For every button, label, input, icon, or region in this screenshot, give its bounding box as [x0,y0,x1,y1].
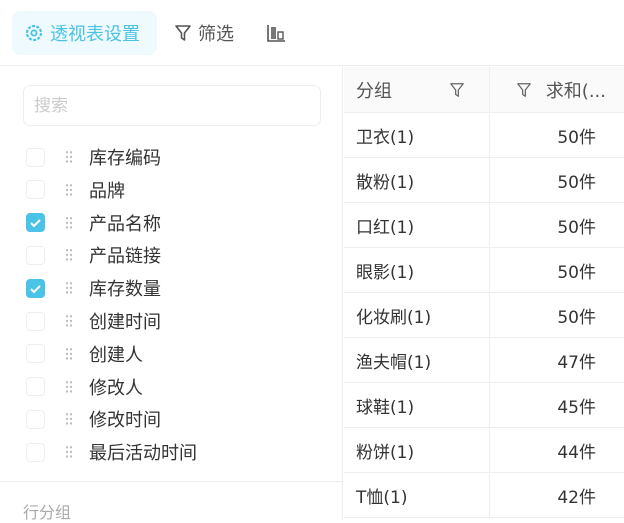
sum-cell: 44件 [557,442,596,463]
filter-icon[interactable] [449,82,465,98]
pivot-settings-tab[interactable]: 透视表设置 [12,11,157,55]
table-row[interactable]: 散粉(1) 50件 [344,158,624,203]
field-label: 库存编码 [89,148,161,169]
sum-cell: 50件 [557,307,596,328]
field-label: 库存数量 [89,279,161,301]
field-item[interactable]: 产品名称 [26,209,161,237]
pivot-table: 分组 求和(... 卫衣(1) 50件 散粉(1) 50件 口红(1) 50件 眼影(1) 5… [344,67,624,518]
group-cell: 眼影(1) [344,248,490,292]
header-sum-label: 求和(... [545,80,606,102]
row-group-label: 行分组 [23,503,72,522]
gear-icon [25,24,43,42]
checkbox[interactable] [26,213,45,233]
field-label: 产品链接 [89,246,161,268]
field-item[interactable]: 修改时间 [26,405,161,433]
check-icon [30,284,41,294]
drag-handle-icon[interactable] [65,412,73,427]
toolbar: 透视表设置 筛选 [0,0,624,66]
drag-handle-icon[interactable] [65,248,73,263]
field-item[interactable]: 创建人 [26,340,143,368]
field-item[interactable]: 修改人 [26,373,143,401]
filter-button[interactable]: 筛选 [174,11,234,55]
field-item[interactable]: 库存编码 [26,143,161,171]
group-cell: 化妆刷(1) [344,293,490,337]
check-icon [30,219,41,228]
drag-handle-icon[interactable] [65,445,73,460]
drag-handle-icon[interactable] [65,346,73,361]
table-row[interactable]: 化妆刷(1) 50件 [344,293,624,338]
sum-cell: 50件 [557,217,596,238]
field-label: 创建时间 [89,312,161,333]
checkbox[interactable] [26,147,45,167]
table-row[interactable]: 粉饼(1) 44件 [344,428,624,473]
header-group[interactable]: 分组 [344,67,490,112]
field-label: 产品名称 [89,213,161,235]
checkbox[interactable] [26,409,45,429]
pivot-settings-label: 透视表设置 [50,24,140,45]
divider [0,481,343,482]
field-label: 修改人 [89,377,143,399]
field-item[interactable]: 创建时间 [26,307,161,335]
filter-icon[interactable] [516,82,532,98]
field-label: 创建人 [89,344,143,366]
field-label: 最后活动时间 [89,443,197,465]
drag-handle-icon[interactable] [65,314,73,328]
table-header: 分组 求和(... [344,67,624,113]
drag-handle-icon[interactable] [65,215,73,230]
table-row[interactable]: 口红(1) 50件 [344,203,624,248]
group-cell: T恤(1) [344,473,490,517]
filter-label: 筛选 [198,24,234,45]
table-row[interactable]: 球鞋(1) 45件 [344,383,624,428]
checkbox[interactable] [26,245,45,265]
checkbox[interactable] [26,180,45,200]
header-group-label: 分组 [356,80,392,102]
field-item[interactable]: 品牌 [26,176,125,204]
group-cell: 球鞋(1) [344,383,490,427]
group-cell: 卫衣(1) [344,113,490,157]
drag-handle-icon[interactable] [65,281,73,296]
group-cell: 粉饼(1) [344,428,490,472]
table-row[interactable]: T恤(1) 42件 [344,473,624,518]
table-row[interactable]: 卫衣(1) 50件 [344,113,624,158]
field-item[interactable]: 产品链接 [26,241,161,269]
table-row[interactable]: 眼影(1) 50件 [344,248,624,293]
table-row[interactable]: 渔夫帽(1) 47件 [344,338,624,383]
sum-cell: 50件 [557,262,596,283]
field-item[interactable]: 库存数量 [26,274,161,302]
checkbox[interactable] [26,442,45,462]
sum-cell: 45件 [557,397,596,418]
layout-button[interactable] [266,11,292,55]
drag-handle-icon[interactable] [65,379,73,394]
group-cell: 散粉(1) [344,158,490,202]
group-cell: 口红(1) [344,203,490,247]
field-label: 修改时间 [89,410,161,432]
filter-icon [175,25,191,41]
field-label: 品牌 [89,180,125,202]
field-item[interactable]: 最后活动时间 [26,438,197,466]
checkbox[interactable] [26,377,45,397]
drag-handle-icon[interactable] [65,150,73,164]
sum-cell: 42件 [557,487,596,508]
checkbox[interactable] [26,344,45,364]
sum-cell: 50件 [557,127,596,148]
align-bottom-icon [267,25,285,42]
sum-cell: 47件 [557,352,596,373]
search-input[interactable] [23,85,321,126]
checkbox[interactable] [26,278,45,298]
checkbox[interactable] [26,311,45,331]
group-cell: 渔夫帽(1) [344,338,490,382]
drag-handle-icon[interactable] [65,182,73,197]
header-sum[interactable]: 求和(... [490,67,624,112]
sum-cell: 50件 [557,172,596,193]
